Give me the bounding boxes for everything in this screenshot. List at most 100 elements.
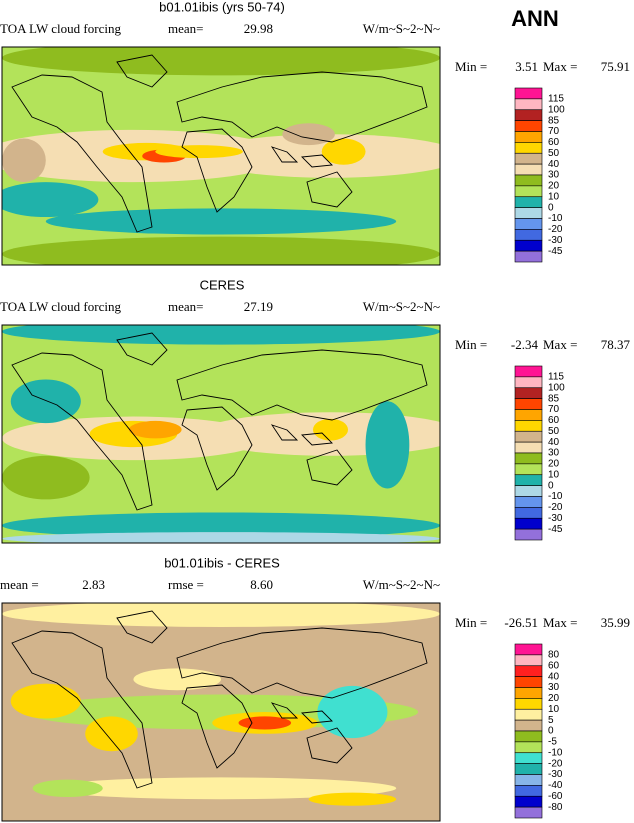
contour-region <box>2 532 440 543</box>
colorbar-label: 50 <box>548 148 560 159</box>
map-frame <box>1 324 441 544</box>
colorbar-box <box>514 152 543 165</box>
contour-region <box>133 668 221 691</box>
colorbar-label: -5 <box>548 737 557 748</box>
contour-region <box>282 123 335 146</box>
max-value: 75.91 <box>601 59 630 74</box>
colorbar-label: 30 <box>548 448 560 459</box>
colorbar-label: 40 <box>548 159 560 170</box>
stat-value: 2.83 <box>82 577 105 592</box>
colorbar-label: 10 <box>548 704 560 715</box>
map-frame <box>1 602 441 822</box>
contour-region <box>365 401 410 489</box>
colorbar-label: 85 <box>548 393 560 404</box>
colorbar-label: -40 <box>548 780 563 791</box>
map-field <box>2 603 440 821</box>
contour-region <box>238 716 292 730</box>
colorbar-label: 10 <box>548 191 560 202</box>
colorbar-box <box>514 207 543 219</box>
colorbar-box <box>514 665 543 677</box>
field-label: TOA LW cloud forcing <box>0 299 121 314</box>
colorbar-label: -20 <box>548 758 563 769</box>
colorbar-box <box>514 463 543 476</box>
colorbar-box <box>514 365 543 378</box>
colorbar-box <box>514 708 543 721</box>
colorbar-label: 10 <box>548 469 560 480</box>
colorbar-label: 30 <box>548 170 560 181</box>
stat-label: rmse = <box>168 577 204 592</box>
colorbar-box <box>514 109 543 121</box>
colorbar-label: 70 <box>548 126 560 137</box>
colorbar-box <box>514 441 543 454</box>
max-value: 78.37 <box>601 337 631 352</box>
colorbar-box <box>514 806 543 819</box>
colorbar-box <box>514 430 543 443</box>
colorbar-label: -20 <box>548 224 563 235</box>
colorbar-label: 80 <box>548 650 560 661</box>
colorbar-box <box>514 239 543 252</box>
colorbar-box <box>514 496 543 508</box>
contour-region <box>2 603 440 627</box>
colorbar-label: -10 <box>548 213 563 224</box>
colorbar-box <box>514 142 543 154</box>
colorbar-label: 30 <box>548 682 560 693</box>
units: W/m~S~2~N~ <box>363 21 440 36</box>
colorbar-label: 0 <box>548 202 554 213</box>
colorbar-box <box>514 174 543 187</box>
colorbar-box <box>514 643 543 656</box>
colorbar-label: -30 <box>548 513 563 524</box>
panel-title: b01.01ibis (yrs 50-74) <box>159 0 285 14</box>
contour-region <box>317 685 388 739</box>
colorbar-label: 60 <box>548 415 560 426</box>
contour-region <box>2 325 440 345</box>
min-label: Min = <box>455 337 487 352</box>
contour-region <box>321 138 366 165</box>
colorbar-box <box>514 485 543 497</box>
colorbar-box <box>514 87 543 100</box>
colorbar-label: 100 <box>548 382 565 393</box>
units: W/m~S~2~N~ <box>363 299 440 314</box>
contour-region <box>45 777 397 800</box>
colorbar-box <box>514 420 543 432</box>
colorbar-box <box>514 196 543 208</box>
colorbar-label: 50 <box>548 426 560 437</box>
colorbar-box <box>514 741 543 754</box>
colorbar-label: 0 <box>548 480 554 491</box>
stat-value: 27.19 <box>244 299 273 314</box>
colorbar-label: 20 <box>548 181 560 192</box>
colorbar-box <box>514 250 543 263</box>
min-value: -26.51 <box>504 615 538 630</box>
colorbar-box <box>514 131 543 143</box>
colorbar-label: -80 <box>548 802 563 813</box>
contour-region <box>2 182 99 218</box>
map-field <box>2 47 440 265</box>
colorbar-box <box>514 528 543 541</box>
colorbar-box <box>514 774 543 786</box>
contour-region <box>312 418 349 441</box>
min-value: -2.34 <box>511 337 539 352</box>
colorbar-label: 5 <box>548 715 554 726</box>
colorbar-box <box>514 785 543 797</box>
colorbar-box <box>514 163 543 176</box>
season-label: ANN <box>511 6 559 31</box>
colorbar-box <box>514 698 543 710</box>
max-label: Max = <box>543 615 577 630</box>
colorbar-label: -10 <box>548 747 563 758</box>
colorbar-label: 115 <box>548 372 564 383</box>
colorbar-box <box>514 507 543 519</box>
map-field <box>2 325 440 543</box>
colorbar-box <box>514 398 543 410</box>
colorbar-label: 60 <box>548 137 560 148</box>
contour-region <box>10 379 81 424</box>
colorbar-box <box>514 654 543 667</box>
colorbar-label: 0 <box>548 726 554 737</box>
contour-region <box>155 145 243 159</box>
colorbar-box <box>514 687 543 699</box>
field-label: TOA LW cloud forcing <box>0 21 121 36</box>
contour-region <box>2 512 440 539</box>
colorbar-box <box>514 185 543 198</box>
contour-region <box>10 683 81 719</box>
contour-region <box>308 792 397 806</box>
colorbar-label: -30 <box>548 769 563 780</box>
